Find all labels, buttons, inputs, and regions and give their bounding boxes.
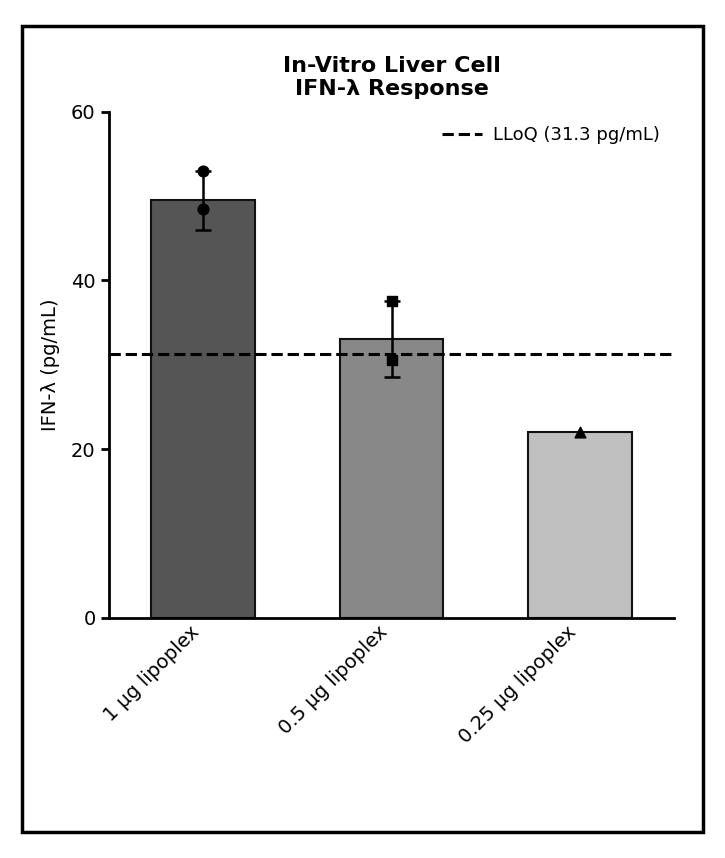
Legend: LLoQ (31.3 pg/mL): LLoQ (31.3 pg/mL) [437, 121, 666, 149]
Bar [528, 432, 632, 618]
Bar [151, 200, 255, 618]
Y-axis label: IFN-λ (pg/mL): IFN-λ (pg/mL) [41, 299, 60, 431]
Point [574, 426, 586, 439]
Point [386, 294, 397, 308]
Point [386, 353, 397, 367]
Title: In-Vitro Liver Cell
IFN-λ Response: In-Vitro Liver Cell IFN-λ Response [283, 56, 500, 99]
Point [197, 164, 209, 178]
Point [197, 202, 209, 215]
Bar [339, 339, 443, 618]
